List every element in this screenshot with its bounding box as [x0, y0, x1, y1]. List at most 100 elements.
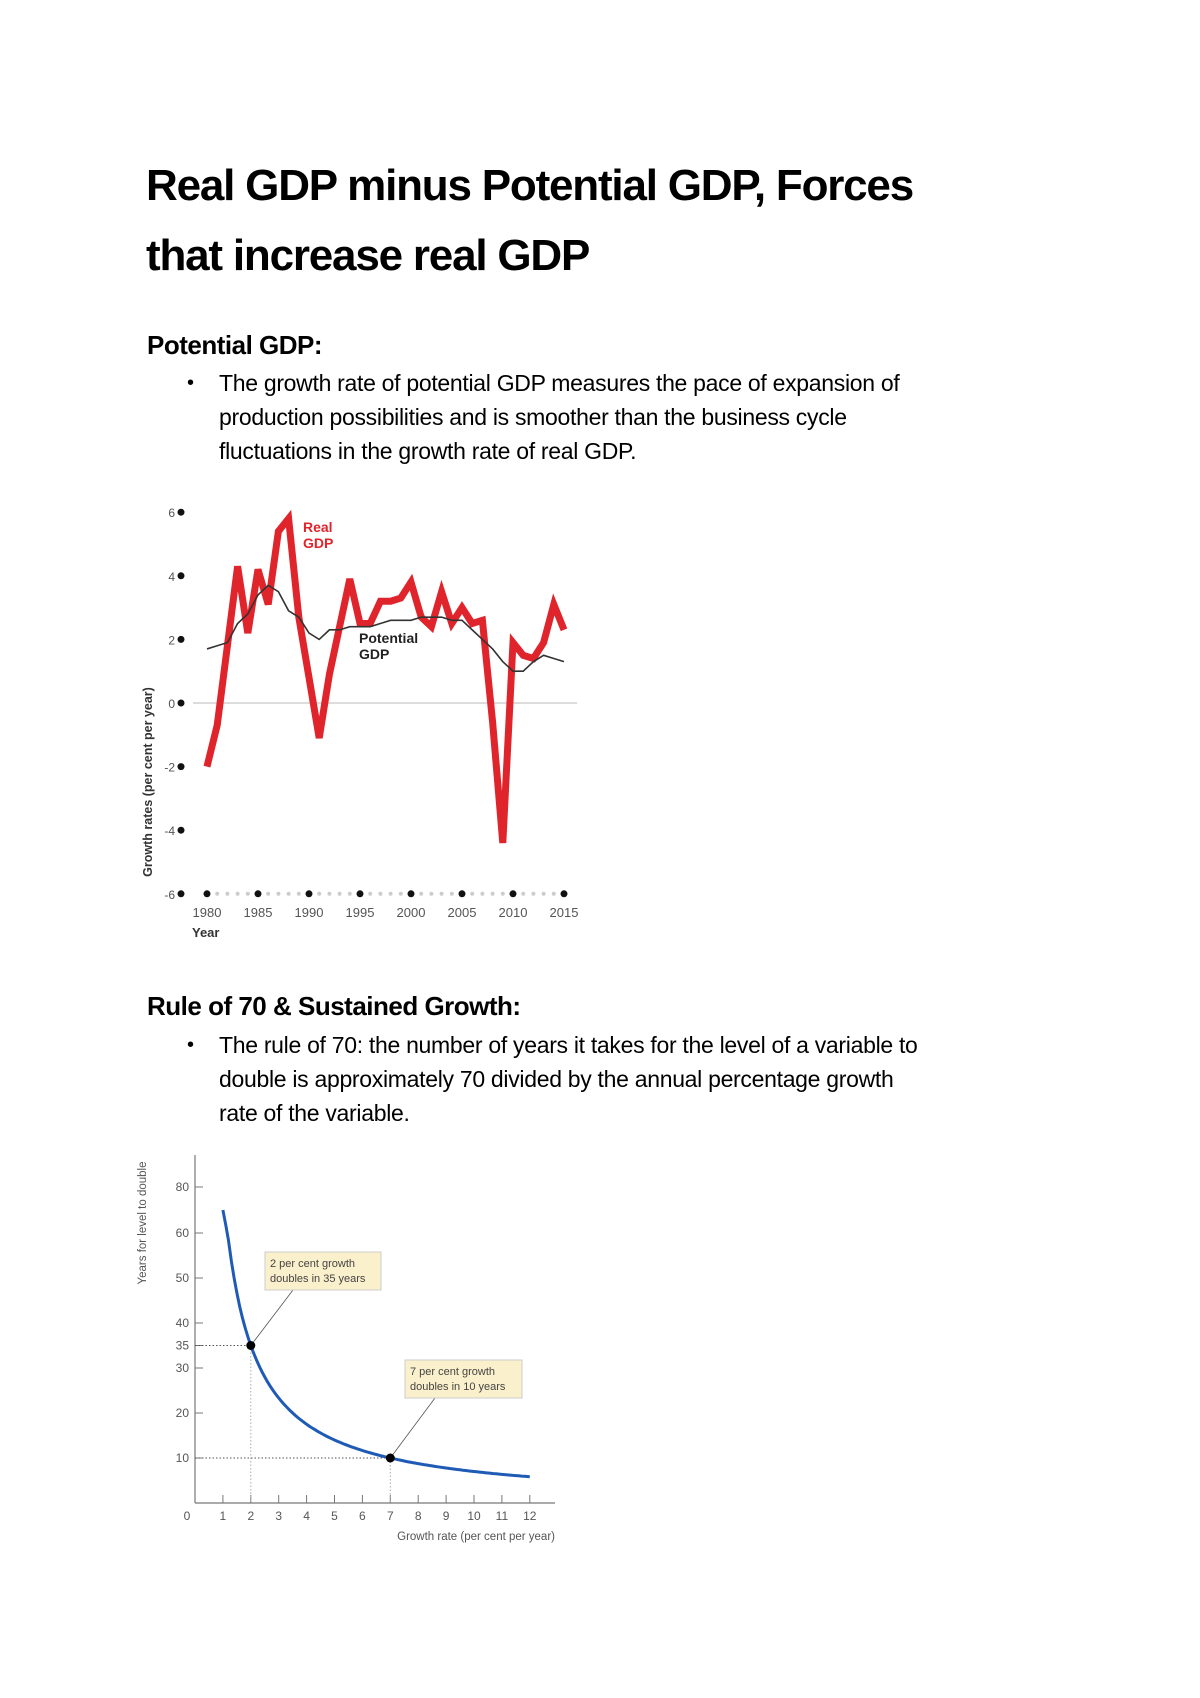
x-tick-label: 1980 [193, 905, 222, 920]
x-tick-dot [254, 890, 262, 898]
x-minor-dot [317, 891, 322, 896]
x-minor-dot [266, 891, 271, 896]
x-tick-label: 2005 [448, 905, 477, 920]
series-label: Potential [359, 630, 418, 646]
y-tick-label: 4 [168, 570, 175, 584]
potential-gdp-line [206, 584, 565, 672]
x-minor-dot [368, 891, 373, 896]
annotation-box [404, 1359, 523, 1399]
x-minor-dot [327, 891, 332, 896]
x-minor-dot [347, 891, 352, 896]
x-minor-dot [551, 891, 556, 896]
x-minor-dot [470, 891, 475, 896]
annotation-text: 7 per cent growth [410, 1366, 495, 1378]
x-tick-label: 4 [303, 1509, 310, 1523]
y-tick-dot [177, 508, 185, 516]
x-minor-dot [378, 891, 383, 896]
y-axis-title: Growth rates (per cent per year) [141, 687, 155, 877]
y-tick-label: -6 [164, 888, 175, 902]
x-tick-label: 2000 [397, 905, 426, 920]
x-tick-dot [356, 890, 364, 898]
x-tick-label: 9 [443, 1509, 450, 1523]
y-tick-dot [177, 699, 185, 707]
page-title-line-1: Real GDP minus Potential GDP, Forces [146, 161, 914, 210]
x-minor-dot [531, 891, 536, 896]
x-minor-dot [296, 891, 301, 896]
y-tick-dot [177, 763, 185, 771]
x-tick-label: 6 [359, 1509, 366, 1523]
x-tick-label: 7 [387, 1509, 394, 1523]
bullet-item: • The growth rate of potential GDP measu… [187, 366, 900, 468]
y-tick-label: 35 [176, 1339, 190, 1353]
x-minor-dot [276, 891, 281, 896]
x-tick-label: 2015 [550, 905, 579, 920]
growth-rates-chart: 6 4 2 0 -2 -4 -6 1980 1985 1990 1995 2000 2005 2010 20… [141, 506, 579, 940]
y-tick-label: -2 [164, 761, 175, 775]
x-tick-dot [509, 890, 517, 898]
x-tick-label: 5 [331, 1509, 338, 1523]
x-tick-dot [407, 890, 415, 898]
x-minor-dot [398, 891, 403, 896]
x-tick-label: 1995 [346, 905, 375, 920]
y-tick-dot [177, 826, 185, 834]
y-tick-label: 80 [176, 1180, 190, 1194]
x-tick-dot [458, 890, 466, 898]
y-tick-label: 0 [168, 697, 175, 711]
page-title-line-2: that increase real GDP [146, 231, 590, 280]
x-tick-label: 8 [415, 1509, 422, 1523]
bullet-text-line: production possibilities and is smoother… [219, 404, 847, 430]
x-tick-label: 3 [275, 1509, 282, 1523]
page-title: Real GDP minus Potential GDP, Forces tha… [146, 151, 914, 291]
bullet-text-line: rate of the variable. [219, 1100, 410, 1126]
x-minor-dot [225, 891, 230, 896]
annotation-text: doubles in 35 years [270, 1273, 366, 1285]
x-axis-title: Growth rate (per cent per year) [397, 1531, 555, 1543]
x-minor-dot [419, 891, 424, 896]
section-heading-rule-of-70: Rule of 70 & Sustained Growth: [147, 991, 521, 1021]
y-tick-dot [177, 890, 185, 898]
x-minor-dot [449, 891, 454, 896]
x-tick-dot [305, 890, 313, 898]
y-tick-label: 60 [176, 1226, 190, 1240]
series-label: GDP [303, 535, 333, 551]
x-minor-dot [500, 891, 505, 896]
x-tick-label: 10 [467, 1509, 481, 1523]
y-tick-label: 30 [176, 1361, 190, 1375]
x-tick-label: 11 [496, 1509, 509, 1523]
bullet-item: • The rule of 70: the number of years it… [187, 1028, 918, 1130]
y-tick-label: 10 [176, 1451, 190, 1465]
series-label: GDP [359, 646, 389, 662]
x-tick-label: 0 [184, 1509, 191, 1523]
y-tick-label: 6 [168, 506, 175, 520]
x-minor-dot [429, 891, 434, 896]
x-tick-dot [560, 890, 568, 898]
x-tick-label: 1985 [244, 905, 273, 920]
y-tick-label: -4 [164, 824, 175, 838]
x-tick-label: 1990 [295, 905, 324, 920]
y-tick-label: 40 [176, 1316, 190, 1330]
y-tick-label: 20 [176, 1406, 190, 1420]
x-minor-dot [235, 891, 240, 896]
highlight-point [246, 1341, 256, 1350]
x-minor-dot [521, 891, 526, 896]
x-minor-dot [490, 891, 495, 896]
x-minor-dot [388, 891, 393, 896]
y-tick-dot [177, 635, 185, 643]
x-minor-dot [480, 891, 485, 896]
bullet-text-line: The growth rate of potential GDP measure… [219, 370, 900, 396]
x-minor-dot [286, 891, 291, 896]
real-gdp-line [203, 509, 568, 844]
x-minor-dot [245, 891, 250, 896]
x-minor-dot [215, 891, 220, 896]
bullet-text-line: double is approximately 70 divided by th… [219, 1066, 894, 1092]
bullet-text-line: fluctuations in the growth rate of real … [219, 438, 637, 464]
y-tick-label: 50 [176, 1271, 190, 1285]
doubling-curve [221, 1209, 530, 1479]
x-tick-label: 1 [220, 1509, 227, 1523]
bullet-icon: • [187, 372, 194, 394]
x-axis-title: Year [192, 925, 219, 940]
x-tick-dot [203, 890, 211, 898]
section-heading-potential-gdp: Potential GDP: [147, 330, 323, 360]
bullet-text-line: The rule of 70: the number of years it t… [219, 1032, 918, 1058]
